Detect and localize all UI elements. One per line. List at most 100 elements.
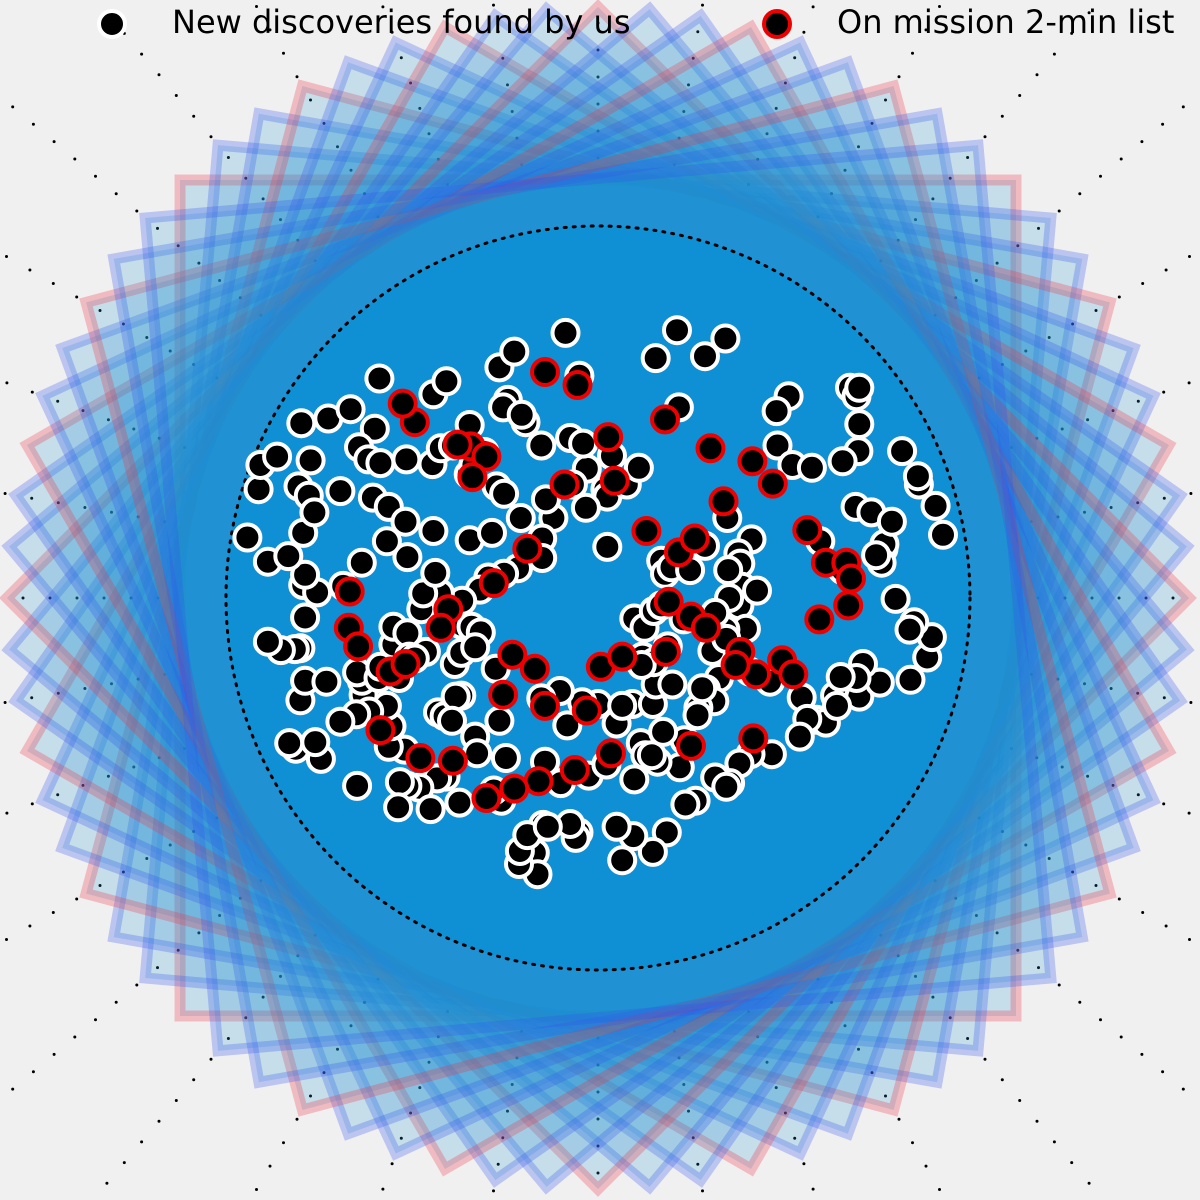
new-discovery-point bbox=[761, 396, 792, 427]
background-dot bbox=[765, 1060, 769, 1064]
new-discovery-point bbox=[273, 541, 304, 572]
background-dot bbox=[1071, 322, 1075, 326]
background-dot bbox=[1029, 672, 1033, 676]
background-dot bbox=[896, 238, 900, 242]
background-dot bbox=[226, 1037, 230, 1040]
background-dot bbox=[30, 802, 34, 806]
background-dot bbox=[897, 1117, 901, 1121]
background-dot bbox=[1136, 399, 1140, 403]
inner-field-dotted-ring bbox=[224, 224, 972, 972]
background-dot bbox=[174, 1099, 178, 1102]
background-dot bbox=[102, 596, 106, 600]
new-discovery-point bbox=[607, 690, 638, 721]
background-dot bbox=[255, 5, 258, 8]
background-dot bbox=[75, 295, 79, 299]
new-discovery-point bbox=[499, 336, 530, 367]
background-star-dots bbox=[3, 3, 1193, 1193]
background-dot bbox=[28, 268, 32, 272]
mission-list-point bbox=[778, 659, 809, 690]
mission-list-point bbox=[708, 486, 739, 517]
background-dot bbox=[282, 1141, 285, 1145]
background-dot bbox=[226, 156, 230, 159]
background-dot bbox=[1037, 966, 1040, 970]
new-discovery-point bbox=[286, 408, 317, 439]
background-dot bbox=[501, 56, 505, 60]
background-dot bbox=[5, 255, 8, 258]
background-dot bbox=[156, 966, 159, 970]
mission-list-point bbox=[499, 773, 530, 804]
background-dot bbox=[977, 376, 981, 380]
background-dot bbox=[192, 830, 196, 833]
background-dot bbox=[506, 1109, 509, 1113]
mission-list-point bbox=[471, 441, 502, 472]
new-discovery-point bbox=[431, 366, 462, 397]
background-dot bbox=[1171, 596, 1175, 600]
background-dot bbox=[1164, 924, 1168, 928]
background-dot bbox=[783, 1111, 787, 1115]
background-dot bbox=[110, 682, 113, 686]
background-dot bbox=[701, 3, 704, 7]
background-dot bbox=[261, 197, 265, 201]
background-dot bbox=[983, 135, 987, 139]
background-dot bbox=[1117, 596, 1121, 600]
background-dot bbox=[145, 336, 149, 339]
background-dot bbox=[1111, 783, 1115, 787]
mission-list-point bbox=[607, 641, 638, 672]
background-dot bbox=[336, 1047, 339, 1051]
new-discovery-point bbox=[568, 428, 599, 459]
new-discovery-point bbox=[335, 394, 366, 425]
background-dot bbox=[1078, 192, 1082, 196]
background-dot bbox=[94, 1018, 97, 1022]
background-dot bbox=[106, 774, 110, 778]
new-discovery-point bbox=[489, 478, 520, 509]
background-dot bbox=[28, 924, 32, 928]
background-dot bbox=[1161, 1070, 1165, 1074]
background-dot bbox=[157, 1119, 161, 1123]
background-dot bbox=[1162, 802, 1166, 806]
new-discovery-point bbox=[342, 770, 373, 801]
mission-list-point bbox=[442, 429, 473, 460]
background-dot bbox=[418, 1086, 422, 1090]
new-discovery-point bbox=[415, 794, 446, 825]
new-discovery-point bbox=[796, 452, 827, 483]
background-dot bbox=[73, 157, 77, 161]
background-dot bbox=[931, 197, 935, 201]
background-dot bbox=[1189, 701, 1193, 704]
background-dot bbox=[1109, 506, 1113, 509]
background-dot bbox=[682, 110, 686, 113]
background-dot bbox=[843, 1024, 847, 1028]
background-dot bbox=[756, 1035, 760, 1039]
background-dot bbox=[1099, 174, 1102, 178]
new-discovery-point bbox=[290, 602, 321, 633]
background-dot bbox=[691, 1136, 695, 1140]
background-dot bbox=[1000, 114, 1004, 118]
background-dot bbox=[183, 446, 186, 449]
new-discovery-point bbox=[902, 461, 933, 492]
background-dot bbox=[931, 995, 935, 999]
background-dot bbox=[515, 136, 519, 140]
new-discovery-point bbox=[844, 372, 875, 403]
new-discovery-point bbox=[894, 614, 925, 645]
background-dot bbox=[121, 870, 125, 874]
new-discovery-point bbox=[299, 497, 330, 528]
background-dot bbox=[1000, 830, 1004, 833]
background-dot bbox=[309, 98, 312, 102]
new-discovery-point bbox=[391, 444, 422, 475]
background-dot bbox=[209, 1057, 213, 1061]
background-dot bbox=[176, 244, 180, 248]
background-dot bbox=[75, 596, 79, 600]
background-dot bbox=[135, 983, 139, 987]
background-dot bbox=[1090, 596, 1094, 600]
background-dot bbox=[1047, 857, 1051, 860]
background-dot bbox=[215, 376, 219, 380]
legend-label-new: New discoveries found by us bbox=[172, 3, 630, 41]
background-dot bbox=[1024, 843, 1028, 847]
background-dot bbox=[870, 121, 874, 125]
background-dot bbox=[156, 226, 159, 230]
new-discovery-point bbox=[418, 516, 449, 546]
background-dot bbox=[140, 52, 144, 56]
background-dot bbox=[436, 157, 440, 161]
background-dot bbox=[1060, 765, 1064, 769]
background-dot bbox=[1117, 897, 1121, 901]
background-dot bbox=[948, 176, 952, 180]
